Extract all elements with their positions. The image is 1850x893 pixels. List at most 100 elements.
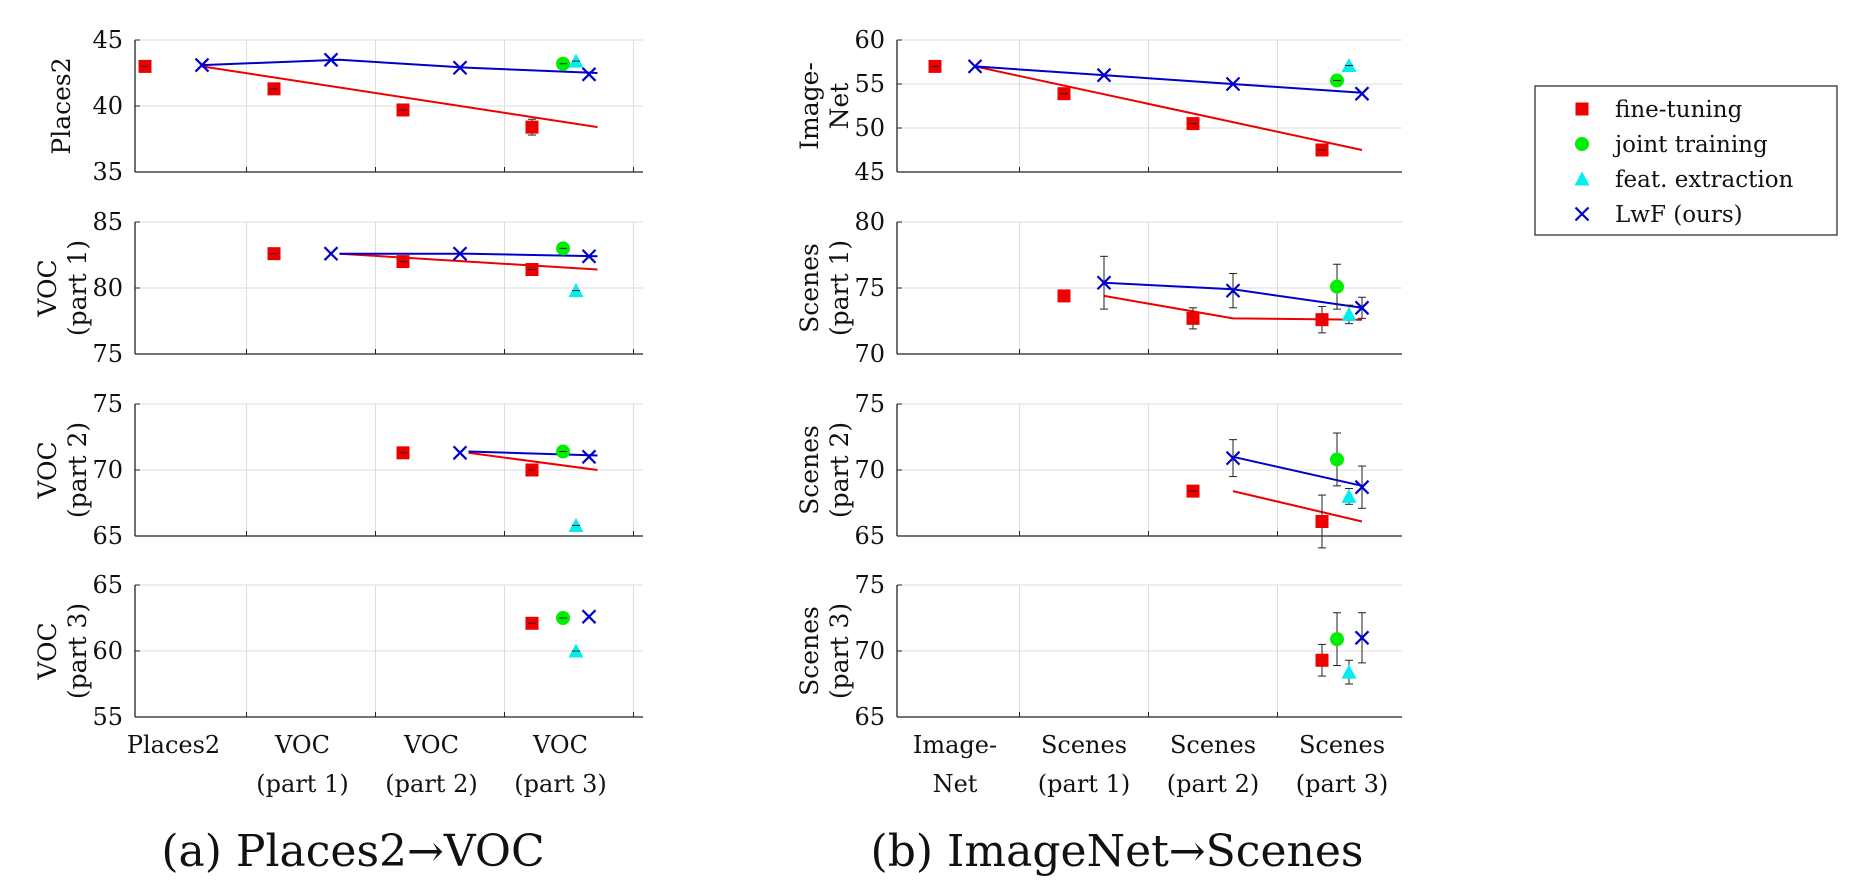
- y-axis-label: Scenes(part 3): [795, 603, 854, 699]
- lwf-point-stroke2: [1225, 450, 1241, 466]
- lwf-point: [1225, 283, 1241, 298]
- fine-tuning-line: [339, 252, 598, 271]
- y-axis-label-line: (part 2): [825, 422, 854, 518]
- y-axis-label: VOC(part 2): [33, 422, 92, 518]
- fine-tuning-point: [1186, 311, 1200, 325]
- lwf-point-stroke2: [581, 249, 597, 264]
- lwf-point: [1354, 86, 1370, 101]
- y-tick-label: 65: [854, 703, 885, 731]
- lwf-point-stroke2: [581, 609, 597, 624]
- x-category-label: Scenes (part 2): [1167, 731, 1259, 798]
- lwf-point: [323, 52, 339, 68]
- y-tick-label: 50: [854, 114, 885, 142]
- fine-tuning-point: [1057, 289, 1071, 303]
- x-category-label: Scenes (part 3): [1296, 731, 1388, 798]
- lwf-point: [581, 67, 597, 82]
- lwf-point: [194, 57, 210, 73]
- lwf-point: [581, 249, 597, 264]
- y-axis-label-line: VOC: [33, 622, 62, 680]
- x-category-label: VOC (part 3): [514, 731, 606, 798]
- legend-marker-fe: [1574, 171, 1590, 186]
- legend-marker-lwf-stroke2: [1574, 206, 1590, 222]
- y-tick-label: 80: [92, 274, 123, 302]
- y-tick-label: 65: [92, 522, 123, 550]
- feat-extraction-point: [1341, 488, 1357, 503]
- y-tick-label: 60: [854, 26, 885, 54]
- lwf-point: [1354, 479, 1370, 495]
- lwf-point-stroke2: [323, 246, 339, 261]
- lwf-point-stroke2: [1354, 86, 1370, 101]
- y-axis-label-line: Scenes: [795, 425, 824, 515]
- x-category-label-line: (part 3): [1296, 770, 1388, 798]
- y-axis-label-line: Scenes: [795, 243, 824, 333]
- y-tick-label: 60: [92, 637, 123, 665]
- y-tick-label: 45: [92, 26, 123, 54]
- lwf-line: [201, 58, 598, 74]
- y-tick-label: 75: [854, 274, 885, 302]
- y-axis-label-line: (part 3): [63, 603, 92, 699]
- fine-tuning-line: [468, 451, 598, 471]
- lwf-line: [974, 65, 1363, 94]
- caption-b: (b) ImageNet→Scenes: [871, 826, 1364, 877]
- x-category-label-line: VOC: [403, 731, 459, 759]
- fine-tuning-line: [974, 65, 1363, 151]
- y-tick-label: 75: [854, 571, 885, 599]
- y-tick-label: 40: [92, 92, 123, 120]
- lwf-point-stroke2: [194, 57, 210, 73]
- y-axis-label: Image-Net: [795, 62, 854, 150]
- y-axis-label: Scenes(part 1): [795, 240, 854, 336]
- lwf-point: [1354, 630, 1370, 646]
- y-tick-label: 75: [92, 340, 123, 368]
- lwf-point-stroke2: [1096, 275, 1112, 290]
- x-category-label-line: (part 1): [1038, 770, 1130, 798]
- x-category-label-line: (part 1): [256, 770, 348, 798]
- y-axis-label-line: (part 1): [825, 240, 854, 336]
- x-category-labels-a: Places2 VOC (part 1) VOC (part 2) VOC (part 3): [127, 731, 607, 798]
- y-axis-label: VOC(part 3): [33, 603, 92, 699]
- lwf-line: [468, 450, 598, 457]
- x-category-label-line: (part 2): [385, 770, 477, 798]
- x-category-label-line: (part 3): [514, 770, 606, 798]
- x-category-label-line: Image-: [913, 731, 997, 759]
- lwf-point: [1096, 275, 1112, 290]
- joint-training-point: [1330, 279, 1344, 294]
- lwf-point-stroke2: [1096, 67, 1112, 83]
- y-tick-label: 65: [854, 522, 885, 550]
- lwf-point: [967, 59, 983, 74]
- y-axis-label-line: Image-: [795, 62, 824, 150]
- x-category-label-line: Net: [933, 770, 978, 798]
- y-tick-label: 55: [92, 703, 123, 731]
- fine-tuning-line: [1232, 490, 1363, 523]
- lwf-line: [1232, 455, 1363, 487]
- lwf-point-stroke2: [581, 449, 597, 465]
- y-axis-label-line: Scenes: [795, 606, 824, 696]
- feat-extraction-point: [1341, 306, 1357, 321]
- y-axis-label: Scenes(part 2): [795, 422, 854, 518]
- y-tick-label: 35: [92, 158, 123, 186]
- x-category-label: VOC (part 1): [256, 731, 348, 798]
- legend-label-ft: fine-tuning: [1615, 97, 1743, 123]
- x-category-label-line: Scenes: [1299, 731, 1385, 759]
- y-tick-label: 55: [854, 70, 885, 98]
- lwf-point-stroke2: [452, 445, 468, 461]
- lwf-point: [1225, 76, 1241, 92]
- y-axis-label-line: (part 1): [63, 240, 92, 336]
- x-category-label: Image- Net: [913, 731, 997, 798]
- y-tick-label: 80: [854, 208, 885, 236]
- panel-a-1: 35 40 45 Places2: [47, 26, 643, 186]
- y-axis-label-line: (part 3): [825, 603, 854, 699]
- x-category-label: Scenes (part 1): [1038, 731, 1130, 798]
- lwf-point-stroke2: [1225, 76, 1241, 92]
- feat-extraction-point: [1341, 664, 1357, 679]
- fine-tuning-point: [1315, 653, 1329, 667]
- y-tick-label: 75: [854, 390, 885, 418]
- y-tick-label: 45: [854, 158, 885, 186]
- lwf-point: [323, 246, 339, 261]
- y-tick-label: 70: [854, 637, 885, 665]
